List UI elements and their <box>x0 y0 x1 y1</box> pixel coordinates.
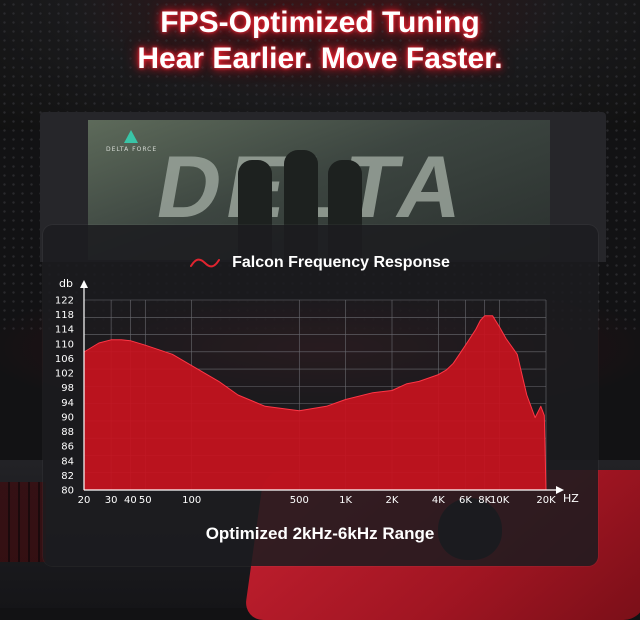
chart-subtitle: Optimized 2kHz-6kHz Range <box>205 524 435 543</box>
y-tick-label: 82 <box>61 471 74 482</box>
y-axis-label: db <box>59 277 73 290</box>
y-tick-label: 118 <box>55 310 74 321</box>
x-tick-label: 20 <box>78 495 91 506</box>
frequency-response-area <box>83 315 547 491</box>
y-tick-label: 94 <box>61 398 74 409</box>
y-axis-arrow-icon <box>80 280 88 288</box>
y-tick-labels: 80 82 84 86 88 90 94 98 102 106 110 114 118 122 <box>55 296 74 497</box>
keyboard <box>0 482 46 562</box>
x-tick-label: 40 <box>124 495 137 506</box>
x-tick-label: 50 <box>139 495 152 506</box>
y-tick-label: 86 <box>61 442 74 453</box>
x-tick-label: 100 <box>182 495 201 506</box>
y-tick-label: 122 <box>55 296 74 307</box>
x-axis-label: HZ <box>563 492 579 505</box>
y-tick-label: 98 <box>61 383 74 394</box>
x-axis-arrow-icon <box>556 486 564 494</box>
x-tick-label: 2K <box>386 495 399 506</box>
y-tick-label: 110 <box>55 339 74 350</box>
x-tick-label: 500 <box>290 495 309 506</box>
delta-force-logo-icon <box>124 130 138 143</box>
x-tick-label: 4K <box>432 495 445 506</box>
y-tick-label: 106 <box>55 354 74 365</box>
headline-line-1: FPS-Optimized Tuning <box>160 6 480 39</box>
chart-axes <box>80 280 564 494</box>
wave-icon <box>190 258 221 268</box>
x-tick-label: 10K <box>490 495 510 506</box>
y-tick-label: 114 <box>55 325 74 336</box>
chart-title-text: Falcon Frequency Response <box>232 254 450 271</box>
y-tick-label: 88 <box>61 427 74 438</box>
x-tick-label: 20K <box>536 495 556 506</box>
y-tick-label: 102 <box>55 369 74 380</box>
y-tick-label: 84 <box>61 456 74 467</box>
x-tick-label: 30 <box>105 495 118 506</box>
x-tick-label: 6K <box>459 495 472 506</box>
brand-text: DELTA FORCE <box>106 146 158 153</box>
chart-title: Falcon Frequency Response <box>0 254 640 272</box>
x-tick-label: 1K <box>339 495 352 506</box>
x-tick-label: 8K <box>478 495 491 506</box>
headline-line-2: Hear Earlier. Move Faster. <box>137 42 503 75</box>
y-tick-label: 90 <box>61 412 74 423</box>
y-tick-label: 80 <box>61 486 74 497</box>
